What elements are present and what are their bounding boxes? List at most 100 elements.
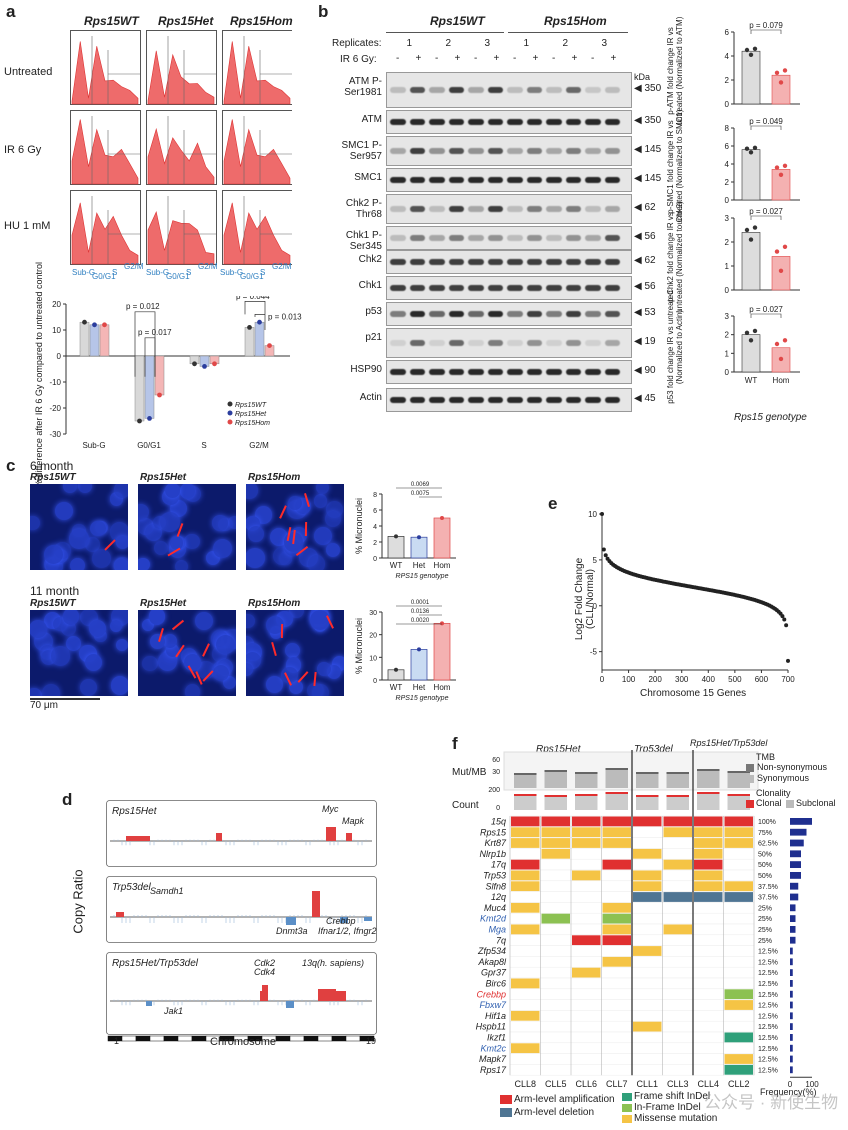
a-legend-dot — [227, 401, 233, 407]
a-geno-het: Rps15Het — [158, 14, 214, 28]
f-freq-6: 37.5% — [758, 884, 778, 891]
b-blot-10 — [386, 360, 632, 384]
b-band — [526, 177, 542, 183]
b-band — [409, 87, 425, 93]
b-band — [604, 87, 620, 93]
b-band — [507, 369, 523, 375]
a-hist-area — [71, 119, 139, 185]
nucleus — [227, 515, 236, 529]
f-freq-15: 12.5% — [758, 981, 778, 988]
a-xcat: G0/G1 — [137, 441, 161, 450]
f-legend-fs: Frame shift InDel — [634, 1091, 711, 1102]
a-bar — [154, 355, 165, 396]
a-bar — [144, 355, 155, 419]
b-blot-label-7: Chk1 — [358, 280, 382, 291]
b-band — [565, 340, 581, 346]
nucleus — [212, 538, 233, 558]
f-tmb-nonsyn-swatch — [746, 764, 754, 772]
f-cell — [724, 838, 753, 848]
b-blot-label-4: Chk2 P-Thr68 — [345, 198, 382, 220]
e-xtick-label: 100 — [622, 675, 636, 684]
d-gene-13q: 13q(h. sapiens) — [302, 958, 364, 968]
b-band — [565, 369, 581, 375]
f-gene-20: Ikzf1 — [487, 1033, 506, 1043]
e-ytick-label: 0 — [593, 602, 598, 611]
f-freq-3: 50% — [758, 851, 772, 858]
f-freq-21: 12.5% — [758, 1046, 778, 1053]
nucleus — [30, 620, 47, 638]
f-freq-tick-0: 0 — [788, 1080, 793, 1089]
f-freq-9: 25% — [758, 916, 772, 923]
nucleus — [41, 684, 61, 696]
c-ticklabel: 10 — [369, 655, 377, 662]
b-q-pt-hom — [774, 341, 780, 347]
f-gene-9: Kmt2d — [480, 914, 507, 924]
b-band — [448, 119, 464, 125]
f-freq-bar — [790, 969, 793, 976]
f-freq-axis: Frequency(%) — [760, 1087, 817, 1097]
a-ytick-label: 10 — [52, 326, 61, 335]
b-blot-label-0: ATM P-Ser1981 — [344, 76, 382, 98]
b-ir-label: IR 6 Gy: — [340, 54, 377, 65]
b-band — [507, 235, 523, 241]
b-band — [546, 340, 562, 346]
f-cell — [633, 881, 662, 892]
f-gene-7: 12q — [491, 892, 506, 902]
b-band — [429, 369, 445, 375]
c11-micro-wt — [30, 610, 128, 696]
d-amp — [126, 836, 150, 841]
b-q-pt-wt — [752, 328, 758, 334]
d-chrom-seg — [303, 1035, 319, 1042]
b-band — [390, 177, 406, 183]
f-cell — [511, 924, 540, 935]
f-freq-bar — [790, 904, 796, 912]
c-ticklabel: 4 — [373, 524, 377, 531]
f-cell — [602, 956, 631, 967]
a-phase-g2-1: G2/M — [124, 262, 144, 271]
d-amp — [216, 833, 222, 841]
nucleus — [212, 515, 228, 531]
b-band — [448, 259, 464, 265]
f-freq-1: 75% — [758, 830, 772, 837]
f-legend-del-swatch — [500, 1108, 512, 1117]
c6-geno-wt: Rps15WT — [30, 472, 76, 483]
b-band — [546, 206, 562, 212]
b-q-pt-wt — [744, 227, 750, 233]
a-phase-g0-3: G0/G1 — [240, 272, 264, 281]
b-band — [448, 235, 464, 241]
b-band — [585, 259, 601, 265]
c-pt — [440, 621, 444, 626]
b-q-pt-hom — [782, 244, 788, 249]
f-gene-5: Trp53 — [483, 871, 506, 881]
f-gene-19: Hspb11 — [476, 1022, 506, 1032]
d-track-title-0: Rps15Het — [112, 806, 158, 817]
nucleus — [223, 676, 236, 690]
f-cell — [663, 924, 692, 935]
b-band — [468, 148, 484, 154]
c-ticklabel: 30 — [369, 610, 377, 617]
f-mut-tick-60: 60 — [492, 757, 500, 764]
c-pt — [417, 535, 421, 540]
c-bar — [387, 536, 405, 559]
f-freq-bar — [790, 1023, 793, 1030]
f-count-bar — [544, 795, 567, 810]
nucleus — [184, 684, 201, 696]
b-band — [565, 87, 581, 93]
f-freq-11: 25% — [758, 938, 772, 945]
d-xstart: 1 — [114, 1036, 120, 1046]
nucleus — [138, 503, 149, 521]
a-pval-1: p = 0.012 — [126, 302, 160, 311]
f-group-rps15het: Rps15Het — [536, 744, 581, 755]
d-chrom-seg — [177, 1035, 193, 1042]
b-band — [507, 285, 523, 291]
a-pval-3: p = 0.044 — [236, 296, 270, 301]
b-band — [448, 369, 464, 375]
f-gene-18: Hif1a — [485, 1011, 506, 1021]
b-q-pval-3: p = 0.027 — [749, 305, 783, 314]
f-count-bar-clonal — [666, 795, 689, 797]
b-band — [565, 177, 581, 183]
f-tmb-bar — [514, 773, 537, 788]
b-band — [526, 87, 542, 93]
e-ytick-label: 10 — [588, 510, 597, 519]
b-q-pt-hom — [782, 163, 788, 168]
